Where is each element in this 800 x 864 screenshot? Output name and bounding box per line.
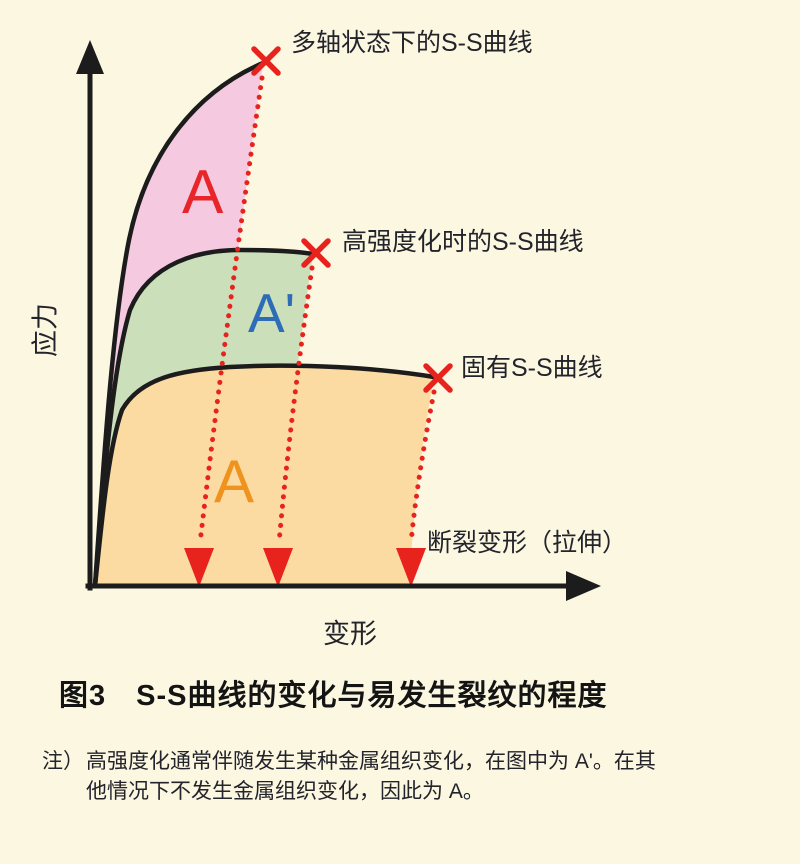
y-axis-arrowhead [76, 40, 104, 74]
curve-label-multiaxial: 多轴状态下的S-S曲线 [291, 29, 533, 57]
figure-caption: 图3 S-S曲线的变化与易发生裂纹的程度 [59, 680, 608, 712]
x-axis-label: 变形 [323, 619, 377, 649]
drop-line-multiaxial [197, 75, 265, 546]
fracture-drop-arrows [184, 75, 437, 587]
drop-arrowhead-inherent [396, 548, 426, 587]
drop-line-high-strength [276, 265, 315, 546]
curve-label-high-strength: 高强度化时的S-S曲线 [342, 228, 584, 256]
drop-line-inherent [408, 389, 437, 546]
note-line-2: 他情况下不发生金属组织变化，因此为 A。 [86, 779, 484, 803]
y-axis [76, 40, 104, 591]
note-line-1: 高强度化通常伴随发生某种金属组织变化，在图中为 A'。在其 [86, 750, 656, 773]
curve-inherent [92, 363, 437, 589]
figure-note: 注） 高强度化通常伴随发生某种金属组织变化，在图中为 A'。在其 他情况下不发生金… [42, 747, 772, 807]
x-axis [85, 571, 601, 601]
ss-curves [92, 60, 437, 589]
y-axis-label: 应力 [30, 303, 61, 357]
x-marker-inherent [423, 363, 453, 393]
curve-label-inherent: 固有S-S曲线 [461, 354, 603, 382]
curve-high-strength [92, 247, 316, 589]
drop-arrowhead-multiaxial [184, 548, 214, 587]
area-fills [95, 63, 434, 586]
area-letter-a-prime: A' [248, 282, 296, 344]
area-letter-a-inherent: A [214, 448, 255, 515]
drop-arrowhead-high-strength [263, 548, 293, 587]
fracture-x-markers [251, 46, 453, 393]
x-axis-arrowhead [566, 571, 601, 601]
ss-curve-plot [76, 40, 601, 601]
note-prefix: 注） [42, 750, 84, 773]
x-marker-multiaxial [251, 46, 281, 76]
fracture-strain-label: 断裂变形（拉伸） [427, 529, 628, 557]
area-a-inherent [95, 365, 434, 586]
area-letter-a-multiaxial: A [182, 158, 224, 227]
x-marker-high-strength [301, 238, 331, 268]
note-body: 高强度化通常伴随发生某种金属组织变化，在图中为 A'。在其 他情况下不发生金属组织… [86, 747, 772, 807]
